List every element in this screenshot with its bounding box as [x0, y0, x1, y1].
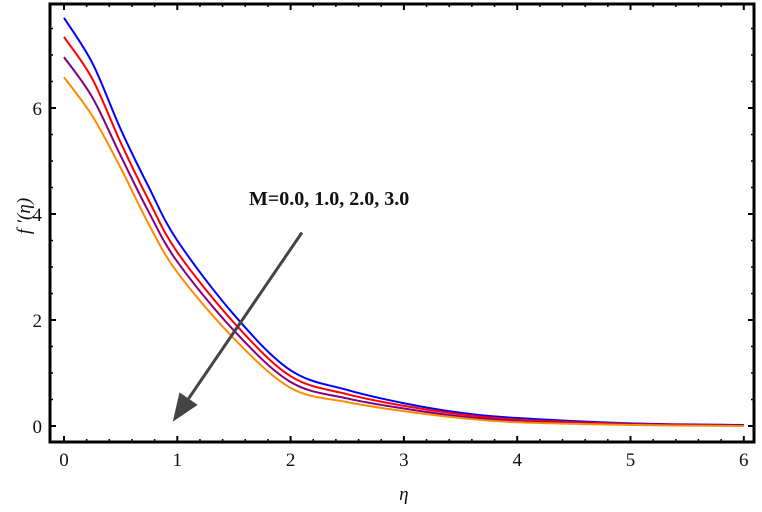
curve-m-2-0 [63, 56, 744, 427]
plot-curves [63, 17, 744, 427]
arrow-head-icon [172, 392, 198, 422]
x-tick-label: 3 [399, 450, 409, 471]
annotation-arrow [172, 231, 304, 422]
y-tick-label: 0 [33, 417, 43, 438]
axis-ticks [50, 4, 754, 442]
x-tick-label: 4 [512, 450, 522, 471]
curve-m-1-0 [63, 36, 744, 427]
annotation-label: M=0.0, 1.0, 2.0, 3.0 [249, 188, 409, 210]
x-axis-label: η [399, 484, 408, 505]
axis-tick-labels: 0 1 2 3 4 5 6 0 2 4 6 [33, 99, 749, 471]
x-tick-label: 2 [286, 450, 296, 471]
x-tick-label: 6 [739, 450, 749, 471]
y-tick-label: 4 [33, 205, 43, 226]
x-tick-label: 5 [626, 450, 636, 471]
x-tick-label: 1 [173, 450, 183, 471]
curve-m-3-0 [63, 76, 744, 427]
x-tick-label: 0 [59, 450, 69, 471]
y-tick-label: 2 [33, 311, 43, 332]
y-axis-label: f ′(η) [14, 198, 35, 234]
y-tick-label: 6 [33, 99, 43, 120]
plot-frame [48, 2, 756, 444]
curve-m-0-0 [63, 17, 744, 426]
